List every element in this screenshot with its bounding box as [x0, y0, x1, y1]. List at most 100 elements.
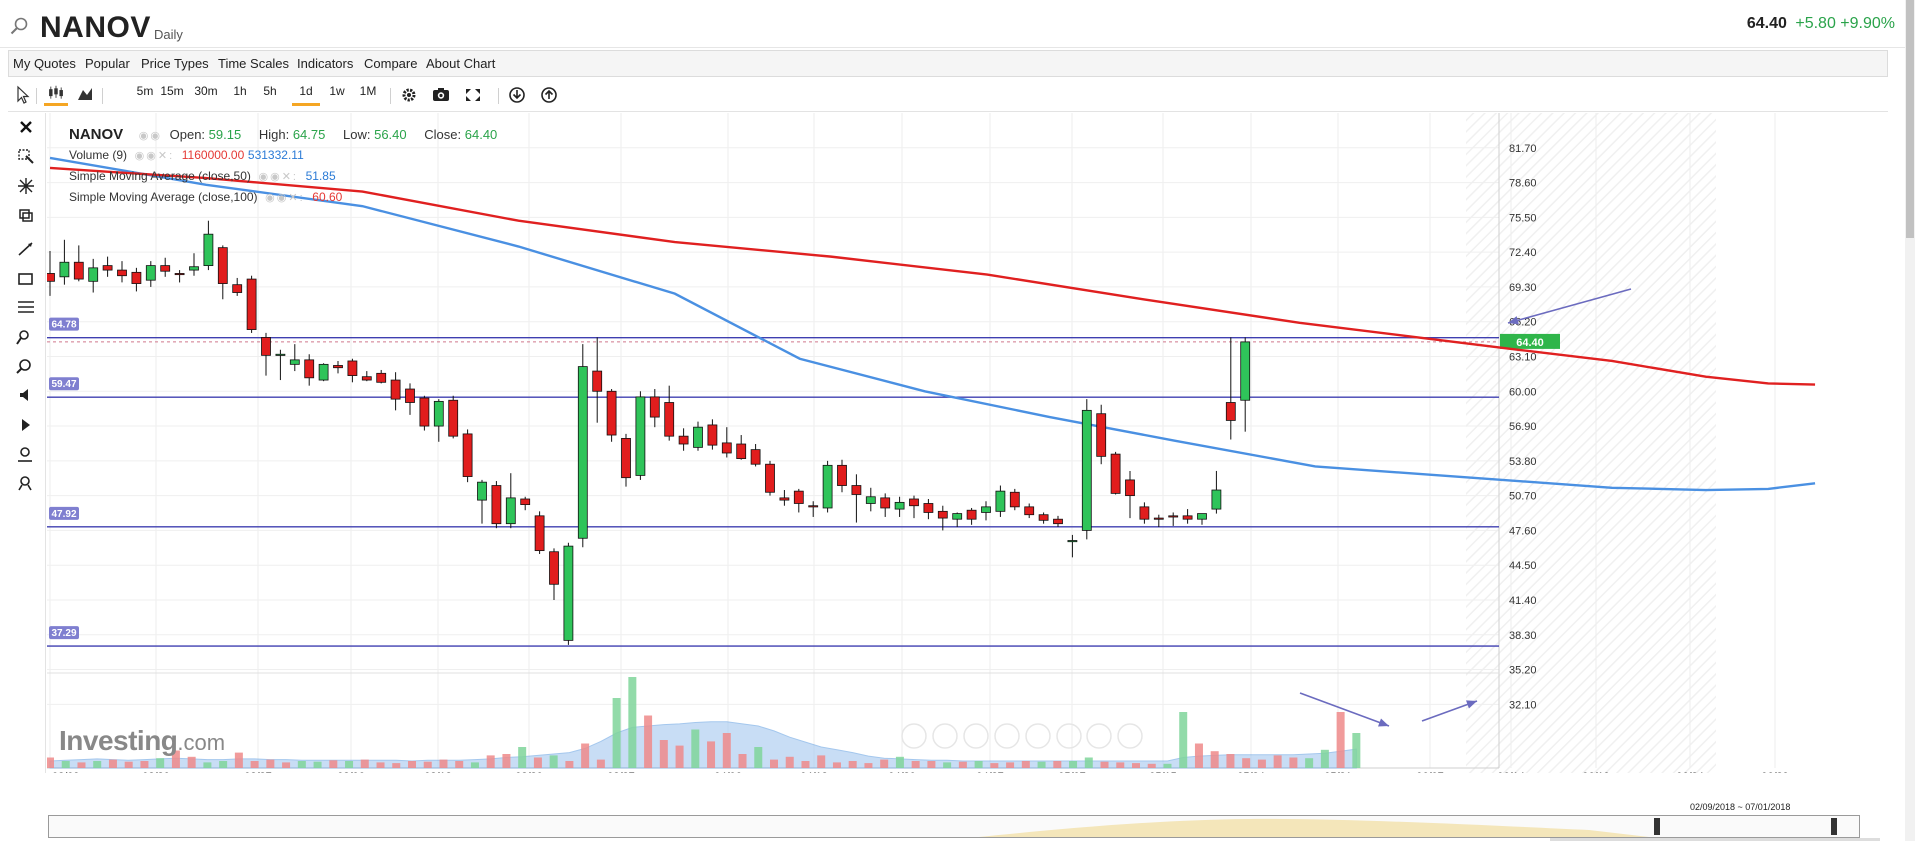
- level-badge: [49, 317, 79, 331]
- timeframe-15m[interactable]: 15m: [160, 84, 184, 98]
- legend-symbol: NANOV: [69, 126, 124, 143]
- navigator-left-handle[interactable]: [1654, 818, 1660, 835]
- close-value: 64.40: [464, 127, 498, 142]
- magnet-icon[interactable]: [14, 474, 38, 494]
- low-label: Low:: [343, 127, 371, 142]
- candle-body: [88, 267, 99, 282]
- timeframe-1h[interactable]: 1h: [233, 84, 247, 98]
- layers-icon[interactable]: [14, 206, 38, 226]
- candlestick-type-icon[interactable]: [44, 84, 68, 106]
- volume-bar: [1006, 762, 1015, 768]
- candle-body: [289, 359, 300, 365]
- level-badge-label: 47.92: [51, 509, 76, 520]
- search-icon[interactable]: [10, 17, 28, 35]
- timeframe-5m[interactable]: 5m: [136, 84, 154, 98]
- candle-body: [203, 233, 214, 267]
- sma100-value: 60.60: [312, 190, 343, 204]
- candle-body: [217, 247, 228, 284]
- volume-bar: [455, 761, 464, 768]
- navigator-right-handle[interactable]: [1831, 818, 1837, 835]
- fullscreen-icon[interactable]: [464, 84, 482, 106]
- candle-body: [621, 438, 631, 479]
- crosshair-icon[interactable]: [14, 176, 38, 196]
- price-chart[interactable]: 81.7078.6075.5072.4069.3066.2063.1060.00…: [47, 113, 1907, 773]
- annotation-arrow-price: [1507, 288, 1632, 324]
- select-zoom-icon[interactable]: [14, 146, 38, 166]
- candle-body: [145, 265, 156, 281]
- horizontal-lines-icon[interactable]: [14, 297, 38, 317]
- volume-bar: [1147, 763, 1156, 768]
- volume-bar: [408, 761, 416, 768]
- candle-body: [433, 400, 444, 427]
- level-badge: [49, 506, 79, 520]
- menu-about-chart[interactable]: About Chart: [426, 56, 496, 71]
- trend-line-icon[interactable]: [14, 239, 38, 259]
- menu-time-scales[interactable]: Time Scales: [218, 56, 290, 71]
- measure-icon[interactable]: [14, 445, 38, 465]
- rectangle-tool-icon[interactable]: [14, 269, 38, 289]
- volume-bar: [486, 755, 495, 768]
- visibility-icon[interactable]: ◉◉: [138, 130, 162, 142]
- y-tick-label: 72.40: [1509, 247, 1537, 259]
- cloud-upload-icon[interactable]: [540, 84, 558, 106]
- arrow-tool-icon[interactable]: [14, 415, 38, 435]
- timeframe-1w[interactable]: 1w: [329, 84, 345, 98]
- volume-settings-icon[interactable]: ◉◉✕:: [134, 150, 175, 162]
- x-tick-label: 05/31: [1324, 771, 1352, 773]
- candle-body: [1038, 514, 1049, 521]
- page-title: NANOV: [40, 11, 151, 44]
- menu-indicators[interactable]: Indicators: [297, 56, 354, 71]
- candle-body: [1081, 409, 1092, 531]
- chart-area[interactable]: 81.70 78.60 75.50 72.40 69.30 66.20 63.10 60.00…: [47, 113, 1907, 773]
- y-tick-label: 56.90: [1509, 421, 1537, 433]
- pane-control-circle: [1025, 723, 1051, 749]
- close-icon[interactable]: [14, 118, 38, 138]
- vertical-scrollbar[interactable]: [1905, 0, 1915, 841]
- volume-bar: [266, 759, 275, 768]
- download-icon[interactable]: [508, 84, 526, 106]
- menu-price-types[interactable]: Price Types: [141, 56, 209, 71]
- menu-compare[interactable]: Compare: [364, 56, 418, 71]
- gear-icon[interactable]: [400, 84, 418, 106]
- brush-icon[interactable]: [14, 327, 38, 347]
- candle-body: [1168, 515, 1179, 518]
- y-tick-label: 60.00: [1509, 386, 1537, 398]
- chart-legend: NANOV ◉◉ Open: 59.15 High: 64.75 Low: 56…: [69, 126, 511, 210]
- vertical-scrollbar-thumb[interactable]: [1906, 0, 1914, 238]
- volume-bar: [1320, 749, 1329, 768]
- time-navigator[interactable]: [48, 815, 1860, 838]
- timeframe-5h[interactable]: 5h: [263, 84, 277, 98]
- candle-body: [592, 370, 603, 392]
- candle-body: [721, 442, 732, 454]
- x-tick-label: 06/14: [1497, 771, 1525, 773]
- candle-body: [865, 496, 876, 504]
- pane-control-circle: [994, 723, 1020, 749]
- sma50-settings-icon[interactable]: ◉◉✕:: [258, 171, 298, 183]
- cursor-icon[interactable]: [14, 84, 30, 106]
- volume-bar: [801, 761, 810, 768]
- timeframe-1M[interactable]: 1M: [359, 84, 377, 98]
- last-price-tag: [1500, 333, 1560, 349]
- candle-body: [59, 261, 70, 278]
- candle-body: [102, 265, 113, 271]
- candle-body: [117, 269, 127, 277]
- x-tick-label: 03/20: [515, 771, 543, 773]
- menu-my-quotes[interactable]: My Quotes: [13, 56, 76, 71]
- timeframe-1d[interactable]: 1d: [292, 84, 320, 106]
- candle-body: [880, 497, 891, 509]
- menu-popular[interactable]: Popular: [85, 56, 130, 71]
- x-tick-label: 05/24: [1237, 771, 1265, 773]
- sound-icon[interactable]: [14, 385, 38, 405]
- horizontal-scrollbar[interactable]: [1550, 838, 1880, 841]
- sma100-settings-icon[interactable]: ◉◉✕:: [265, 192, 305, 204]
- high-value: 64.75: [292, 127, 326, 142]
- candle-body: [505, 497, 516, 525]
- candle-body: [837, 464, 847, 486]
- timeframe-30m[interactable]: 30m: [194, 84, 218, 98]
- zoom-in-icon[interactable]: [14, 357, 38, 377]
- volume-bar: [1037, 761, 1046, 768]
- camera-icon[interactable]: [432, 84, 450, 106]
- candle-body: [707, 424, 718, 446]
- annotation-arrow-volume-up-head: [1466, 700, 1477, 709]
- area-type-icon[interactable]: [76, 84, 94, 106]
